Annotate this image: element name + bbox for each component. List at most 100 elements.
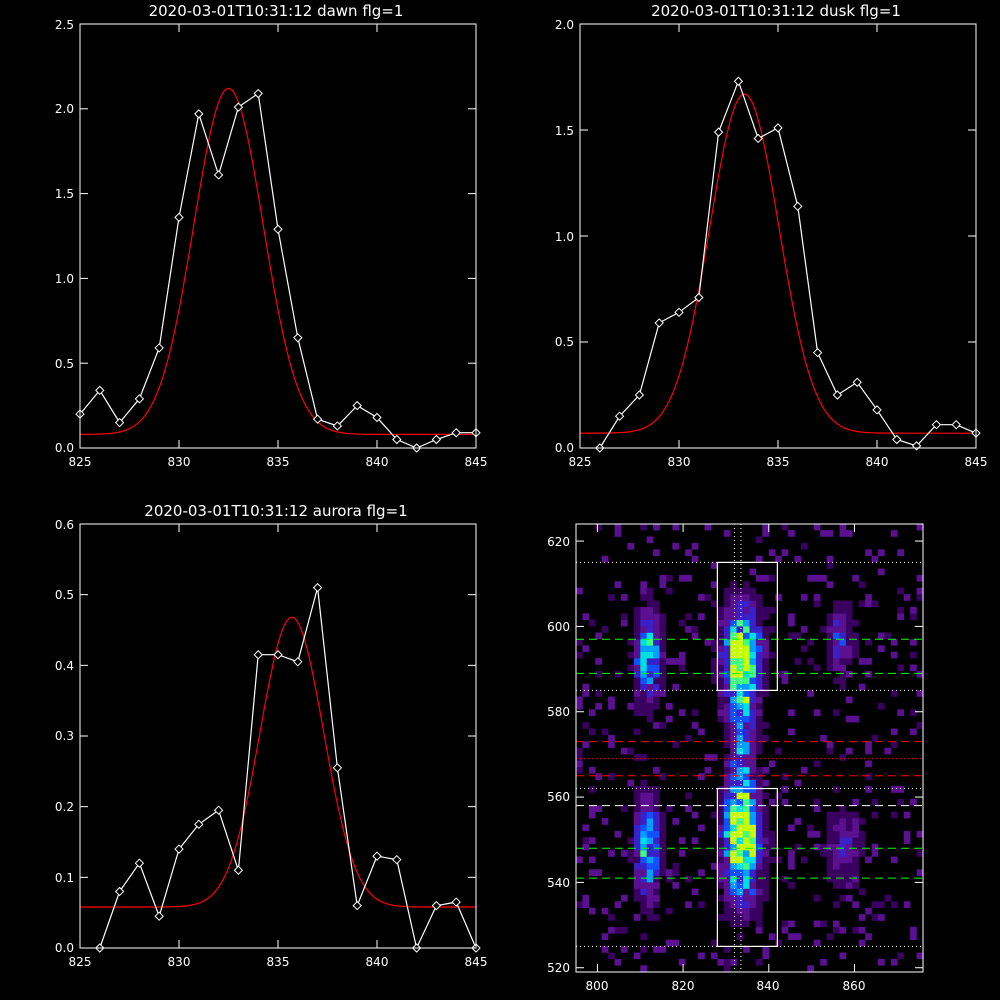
heatmap-cell — [794, 933, 802, 940]
heatmap-cell — [633, 805, 641, 812]
heatmap-cell — [678, 658, 686, 665]
heatmap-cell — [736, 830, 744, 838]
data-point-diamond — [174, 212, 184, 223]
heatmap-cell — [640, 670, 647, 678]
heatmap-cell — [826, 747, 834, 755]
heatmap-cell — [608, 914, 615, 921]
heatmap-cell — [839, 626, 847, 633]
heatmap-cell — [723, 658, 731, 665]
heatmap-cell — [845, 658, 853, 665]
heatmap-cell — [852, 837, 859, 844]
data-point-diamond — [134, 394, 145, 404]
heatmap-cell — [640, 875, 647, 883]
heatmap-cell — [659, 613, 667, 620]
heatmap-cell — [730, 645, 737, 652]
heatmap-cell — [762, 779, 770, 787]
heatmap-cell — [788, 619, 795, 627]
heatmap-cell — [723, 875, 731, 883]
heatmap-cell — [749, 901, 757, 908]
heatmap-cell — [723, 632, 731, 640]
heatmap-cell — [749, 741, 757, 748]
heatmap-cell — [717, 811, 725, 819]
heatmap-cell — [755, 920, 763, 928]
heatmap-cell — [878, 702, 885, 710]
heatmap-cell — [865, 747, 872, 755]
heatmap-cell — [736, 638, 744, 646]
y-tick-label: 2.0 — [55, 102, 74, 116]
heatmap-cell — [820, 843, 827, 851]
heatmap-cell — [730, 862, 737, 870]
heatmap-cell — [865, 549, 872, 556]
heatmap-cell — [826, 530, 834, 537]
heatmap-cell — [749, 638, 757, 646]
chart-axis-ticks — [79, 523, 477, 949]
heatmap-cell — [608, 702, 615, 710]
heatmap-cell — [871, 734, 879, 742]
data-point-diamond — [654, 318, 664, 328]
heatmap-cell — [903, 811, 911, 819]
heatmap-cell — [640, 709, 647, 716]
heatmap-cell — [614, 670, 622, 678]
heatmap-cell — [730, 907, 737, 915]
heatmap-cell — [890, 958, 898, 966]
heatmap-cell — [865, 670, 872, 678]
y-tick-label: 0.3 — [55, 729, 74, 743]
heatmap-cell — [736, 766, 744, 774]
heatmap-cell — [762, 830, 770, 838]
heatmap-cell — [839, 619, 847, 627]
heatmap-cell — [646, 837, 654, 844]
heatmap-cell — [621, 619, 628, 627]
heatmap-cell — [691, 837, 699, 844]
heatmap-cell — [666, 715, 673, 723]
heatmap-cell — [845, 696, 853, 704]
heatmap-cell — [601, 946, 609, 953]
heatmap-cell — [666, 869, 673, 876]
heatmap-cell — [704, 594, 712, 601]
data-point-diamond — [352, 900, 362, 911]
chart-title: 2020-03-01T10:31:12 dawn flg=1 — [149, 2, 404, 20]
heatmap-cell — [723, 638, 731, 646]
heatmap-cell — [820, 958, 827, 966]
heatmap-cell — [755, 722, 763, 729]
heatmap-cell — [788, 824, 795, 832]
heatmap-cell — [845, 651, 853, 659]
data-point-diamond — [753, 133, 763, 144]
heatmap-cell — [627, 856, 635, 864]
heatmap-cell — [717, 843, 725, 851]
heatmap-cell — [646, 901, 654, 908]
data-point-diamond — [372, 851, 382, 861]
heatmap-cell — [826, 837, 834, 844]
heatmap-cell — [858, 830, 866, 838]
heatmap-cell — [749, 728, 757, 736]
heatmap-cell — [640, 850, 647, 857]
heatmap-cell — [723, 728, 731, 736]
heatmap-cell — [685, 805, 692, 812]
heatmap-cell — [910, 613, 917, 620]
heatmap-cell — [755, 830, 763, 838]
heatmap-cell — [730, 734, 737, 742]
heatmap-cell — [833, 862, 840, 870]
heatmap-cell — [781, 773, 789, 780]
chart-axis-ticks — [576, 524, 923, 972]
heatmap-cell — [755, 683, 763, 691]
heatmap-cell — [813, 920, 821, 928]
heatmap-cell — [576, 696, 583, 704]
heatmap-cell — [736, 702, 744, 710]
heatmap-cell — [730, 709, 737, 716]
fit-curve-line — [80, 616, 476, 908]
heatmap-cell — [762, 524, 770, 531]
heatmap-cell — [755, 792, 763, 800]
data-point-diamond — [392, 434, 402, 445]
heatmap-cell — [788, 856, 795, 864]
y-tick-label: 520 — [547, 961, 570, 975]
heatmap-cell — [890, 856, 898, 864]
heatmap-cell — [826, 613, 834, 620]
heatmap-cell — [653, 690, 660, 697]
heatmap-cell — [878, 568, 885, 576]
heatmap-cell — [736, 754, 744, 761]
heatmap-cell — [691, 811, 699, 819]
heatmap-cell — [730, 914, 737, 921]
heatmap-cell — [749, 709, 757, 716]
heatmap-cell — [845, 670, 853, 678]
y-tick-label: 1.5 — [555, 124, 574, 138]
